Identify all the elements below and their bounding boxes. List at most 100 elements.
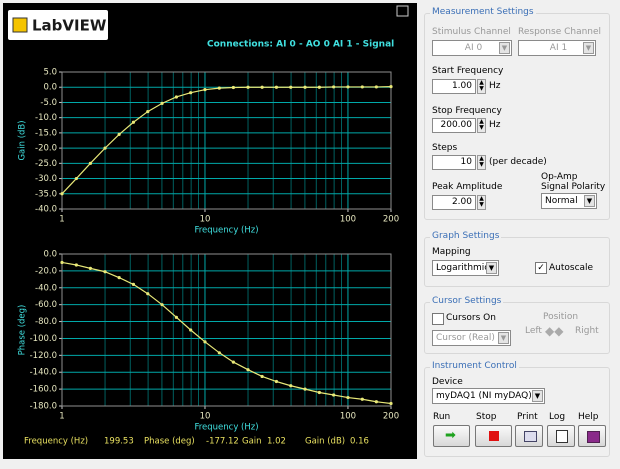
numeric[interactable]: 2.00: [432, 195, 476, 210]
data-point: [274, 379, 279, 384]
label: Device: [432, 377, 463, 387]
y-tick-label: -140.0: [30, 368, 57, 378]
spinner[interactable]: ▲ ▼: [477, 195, 486, 210]
data-point: [260, 85, 264, 89]
unit: Hz: [489, 81, 501, 91]
log-button[interactable]: [547, 425, 575, 447]
data-point: [217, 86, 221, 90]
data-point: [60, 260, 64, 265]
label: Signal Polarity: [541, 182, 606, 192]
data-point: [303, 85, 307, 89]
y-axis-title: Phase (deg): [18, 305, 28, 356]
unit: Hz: [489, 120, 501, 130]
readout-value: 1.02: [267, 437, 286, 447]
data-point: [332, 85, 336, 89]
series-line: [61, 86, 392, 195]
data-point: [374, 400, 378, 404]
data-point: [289, 85, 293, 89]
data-point: [203, 340, 207, 344]
x-tick-label: 1: [59, 215, 64, 225]
button-label: Log: [549, 412, 566, 422]
series-line: [61, 261, 392, 405]
logo-box: [8, 10, 108, 40]
numeric[interactable]: 200.00: [432, 118, 476, 133]
y-tick-label: -40.0: [35, 283, 57, 293]
graph-panel: LabVIEW Connections: AI 0 - AO 0 AI 1 - …: [3, 3, 417, 459]
data-point: [389, 401, 393, 406]
y-tick-label: -100.0: [30, 334, 57, 344]
numeric[interactable]: 1.00: [432, 79, 476, 94]
data-point: [146, 109, 150, 114]
data-point: [274, 85, 279, 89]
data-point: [117, 276, 121, 280]
x-tick-label: 100: [340, 215, 356, 225]
dropdown-value: Logarithmic: [436, 263, 490, 273]
cursor-arrows[interactable]: ◆◆: [545, 324, 564, 338]
stop-button[interactable]: [475, 425, 512, 447]
unit: (per decade): [489, 157, 547, 167]
data-point: [88, 161, 93, 165]
y-axis-title: Gain (dB): [18, 120, 28, 160]
spinner[interactable]: ▲ ▼: [477, 118, 486, 133]
dropdown[interactable]: AI 0 ▼: [432, 40, 512, 56]
connections: Connections: AI 0 - AO 0 AI 1 - Signal: [207, 40, 394, 50]
checkbox-label: Autoscale: [549, 263, 594, 273]
dropdown-value: AI 0: [464, 43, 483, 53]
data-point: [246, 85, 250, 89]
checkbox[interactable]: [432, 313, 444, 325]
dropdown[interactable]: AI 1 ▼: [518, 40, 596, 56]
print-button[interactable]: [515, 425, 543, 447]
spinner[interactable]: ▲ ▼: [477, 155, 486, 170]
logo-text: LabVIEW: [32, 17, 107, 35]
dropdown-value: AI 1: [549, 43, 568, 53]
dropdown-value: myDAQ1 (NI myDAQ): [436, 391, 532, 401]
y-tick-label: -80.0: [35, 317, 57, 327]
x-tick-label: 10: [200, 215, 211, 225]
arrow: ▼: [486, 262, 497, 274]
data-point: [160, 303, 164, 307]
data-point: [103, 270, 107, 274]
label: Start Frequency: [432, 66, 504, 76]
dropdown[interactable]: myDAQ1 (NI myDAQ) ▼: [432, 388, 545, 404]
readout-label: Frequency (Hz): [24, 437, 88, 447]
run-button[interactable]: ➡: [433, 425, 470, 447]
data-point: [189, 91, 193, 95]
x-tick-label: 100: [340, 412, 356, 422]
data-point: [389, 85, 393, 89]
button-label: Stop: [476, 412, 497, 422]
data-point: [231, 360, 235, 364]
help-button[interactable]: [578, 425, 606, 447]
x-axis-title: Frequency (Hz): [194, 423, 258, 433]
checkbox-label: Cursors On: [446, 313, 496, 323]
y-tick-label: -40.0: [35, 205, 57, 215]
data-point: [74, 176, 78, 181]
dropdown[interactable]: Logarithmic ▼: [432, 260, 499, 276]
data-point: [346, 395, 350, 400]
data-point: [189, 328, 193, 332]
label: Left: [525, 326, 542, 336]
dropdown[interactable]: Normal ▼: [541, 193, 597, 209]
y-tick-label: -160.0: [30, 385, 57, 395]
checkbox[interactable]: ✓: [535, 262, 547, 274]
x-tick-label: 200: [383, 215, 399, 225]
data-point: [88, 266, 93, 270]
readout-label: Phase (deg): [144, 437, 195, 447]
y-tick-label: -35.0: [35, 189, 57, 199]
data-point: [160, 101, 164, 105]
x-axis-title: Frequency (Hz): [194, 226, 258, 236]
y-tick-label: -20.0: [35, 266, 57, 276]
x-tick-label: 200: [383, 412, 399, 422]
y-tick-label: -25.0: [35, 159, 57, 169]
numeric[interactable]: 10: [432, 155, 476, 170]
data-point: [146, 292, 150, 296]
y-tick-label: 0.0: [43, 250, 57, 260]
data-point: [360, 397, 364, 401]
arrow: ▼: [498, 332, 509, 344]
spinner[interactable]: ▲ ▼: [477, 79, 486, 94]
label: Steps: [432, 143, 458, 153]
label: Peak Amplitude: [432, 182, 503, 192]
restore-icon[interactable]: [396, 5, 409, 17]
dropdown[interactable]: Cursor (Real) ▼: [432, 330, 511, 346]
button-label: Run: [433, 412, 451, 422]
